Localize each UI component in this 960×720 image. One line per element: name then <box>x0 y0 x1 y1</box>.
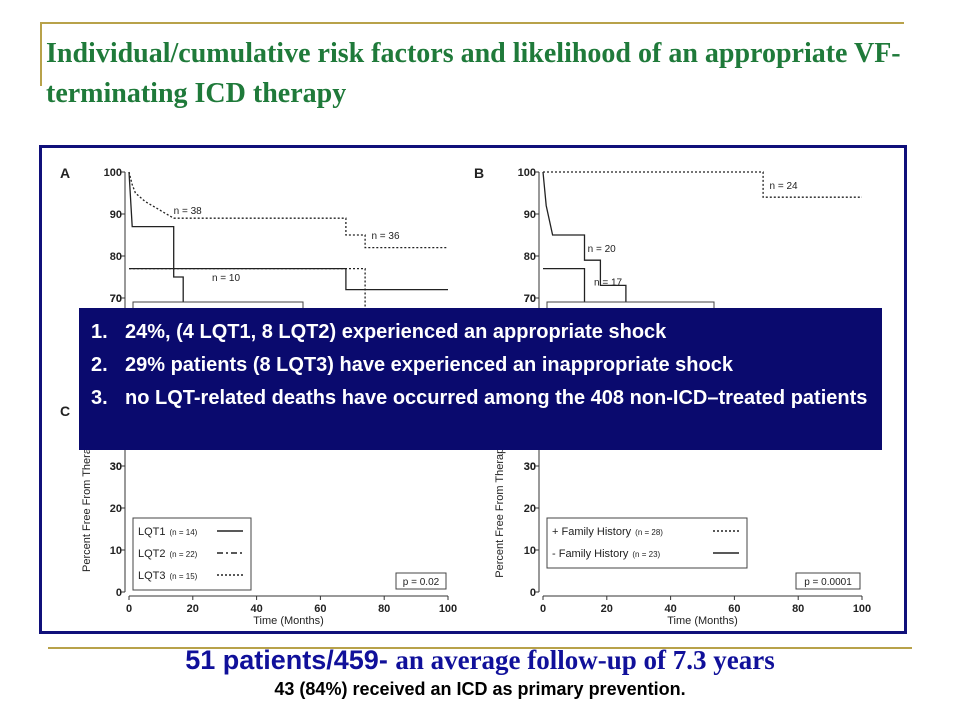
x-tick-label: 80 <box>378 603 390 615</box>
y-tick-label: 100 <box>104 167 122 179</box>
x-tick-label: 20 <box>601 603 613 615</box>
legend-series-name: LQT3 <box>138 570 166 582</box>
p-value-box <box>395 572 447 590</box>
x-tick-label: 60 <box>728 603 740 615</box>
legend-series-name: - Family History <box>552 548 629 560</box>
series-line <box>543 171 862 198</box>
legend-series-name: + Family History <box>552 526 632 538</box>
legend-label: + Family History (n = 28) <box>552 526 663 538</box>
panel-letter: B <box>474 165 484 181</box>
y-tick-label: 90 <box>524 209 536 221</box>
at-risk-label: n = 17 <box>594 277 623 288</box>
legend-label: LQT1 (n = 14) <box>138 526 198 538</box>
title-rule-left <box>40 22 42 86</box>
y-tick-label: 0 <box>116 587 122 599</box>
y-tick-label: 30 <box>110 461 122 473</box>
finding-item: 2. 29% patients (8 LQT3) have experienced… <box>91 354 733 376</box>
y-tick-label: 70 <box>110 293 122 305</box>
at-risk-label: n = 36 <box>371 231 400 242</box>
y-tick-label: 70 <box>524 293 536 305</box>
x-tick-label: 80 <box>792 603 804 615</box>
series-line <box>129 267 448 291</box>
at-risk-label: n = 38 <box>174 206 203 217</box>
y-tick-label: 0 <box>530 587 536 599</box>
y-tick-label: 10 <box>524 545 536 557</box>
y-tick-label: 30 <box>524 461 536 473</box>
legend-series-n: (n = 22) <box>170 550 198 559</box>
at-risk-label: n = 24 <box>769 181 798 192</box>
series-line <box>128 171 448 249</box>
y-tick-label: 70 <box>524 293 536 305</box>
footer-rule <box>48 647 912 649</box>
x-tick-label: 0 <box>126 603 132 615</box>
legend-series-n: (n = 15) <box>170 572 198 581</box>
y-tick-label: 70 <box>110 293 122 305</box>
legend-label: - Family History (n = 23) <box>552 548 661 560</box>
legend-box <box>546 517 748 569</box>
footer-patients: 51 patients/459- <box>185 645 396 675</box>
legend-label: LQT3 (n = 15) <box>138 570 198 582</box>
x-tick-label: 100 <box>853 603 871 615</box>
x-tick-label: 20 <box>187 603 199 615</box>
panel-letter: A <box>60 165 70 181</box>
legend-series-name: LQT1 <box>138 526 166 538</box>
y-tick-label: 30 <box>524 461 536 473</box>
legend-box <box>132 517 252 591</box>
x-tick-label: 40 <box>250 603 262 615</box>
footer-follow-up: an average follow-up of 7.3 years <box>395 645 775 675</box>
x-axis-label: Time (Months) <box>667 615 738 627</box>
legend-series-name: LQT2 <box>138 548 166 560</box>
y-tick-label: 80 <box>524 251 536 263</box>
x-tick-label: 60 <box>314 603 326 615</box>
p-value-box <box>795 572 861 590</box>
finding-item: 1. 24%, (4 LQT1, 8 LQT2) experienced an a… <box>91 321 667 343</box>
y-tick-label: 20 <box>524 503 536 515</box>
y-tick-label: 30 <box>110 461 122 473</box>
y-tick-label: 90 <box>110 209 122 221</box>
x-tick-label: 100 <box>439 603 457 615</box>
x-tick-label: 0 <box>540 603 546 615</box>
finding-item: 3. no LQT-related deaths have occurred am… <box>91 387 868 409</box>
footer-primary-prevention: 43 (84%) received an ICD as primary prev… <box>274 679 686 699</box>
at-risk-label: n = 10 <box>212 273 241 284</box>
legend-series-n: (n = 28) <box>635 528 663 537</box>
legend-label: LQT2 (n = 22) <box>138 548 198 560</box>
y-tick-label: 100 <box>518 167 536 179</box>
legend-series-n: (n = 14) <box>170 528 198 537</box>
findings-list: 1. 24%, (4 LQT1, 8 LQT2) experienced an a… <box>91 316 872 415</box>
x-tick-label: 40 <box>664 603 676 615</box>
panel-letter: C <box>60 403 70 419</box>
y-tick-label: 10 <box>110 545 122 557</box>
x-axis-label: Time (Months) <box>253 615 324 627</box>
p-value-label: p = 0.0001 <box>804 577 852 588</box>
p-value-label: p = 0.02 <box>403 577 440 588</box>
at-risk-label: n = 20 <box>588 244 617 255</box>
findings-box: 1. 24%, (4 LQT1, 8 LQT2) experienced an a… <box>79 308 882 450</box>
footer-summary: 51 patients/459- an average follow-up of… <box>0 640 960 685</box>
y-axis-label: Percent Free From Therapy <box>494 442 506 578</box>
y-tick-label: 20 <box>110 503 122 515</box>
legend-series-n: (n = 23) <box>632 550 660 559</box>
slide-title: Individual/cumulative risk factors and l… <box>46 38 901 109</box>
y-axis-label: Percent Free From Thera <box>81 447 93 572</box>
y-tick-label: 80 <box>110 251 122 263</box>
title-rule-top <box>40 22 904 24</box>
